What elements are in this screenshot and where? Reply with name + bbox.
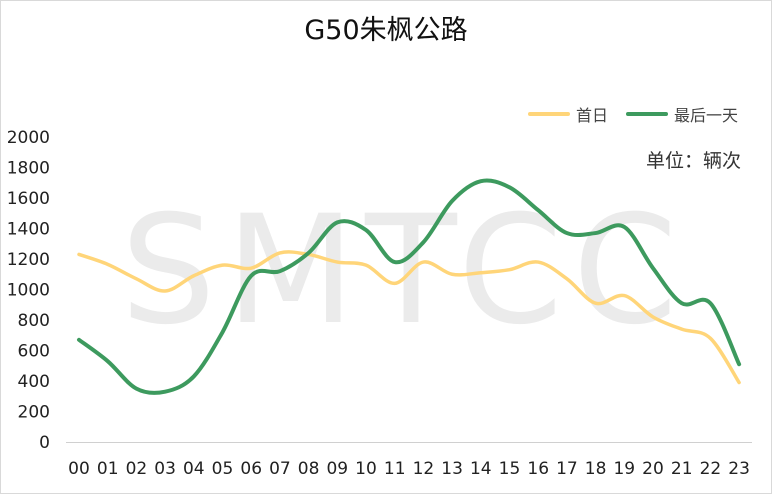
x-tick-label: 23	[728, 459, 750, 479]
x-tick-label: 20	[642, 459, 664, 479]
series-line-first-day	[77, 250, 741, 385]
x-tick-label: 01	[97, 459, 119, 479]
x-tick-label: 21	[671, 459, 693, 479]
y-tick-label: 1400	[7, 220, 50, 240]
y-tick-label: 1000	[7, 281, 50, 301]
legend-swatch-last-day	[626, 112, 668, 116]
x-tick-label: 11	[384, 459, 406, 479]
x-tick-label: 14	[470, 459, 492, 479]
watermark: SMTCC	[121, 184, 688, 358]
x-tick-label: 00	[68, 459, 90, 479]
y-tick-label: 800	[18, 311, 50, 331]
x-tick-label: 03	[154, 459, 176, 479]
x-tick-label: 12	[413, 459, 435, 479]
x-tick-label: 07	[269, 459, 291, 479]
legend-swatch-first-day	[528, 112, 570, 116]
series-line-last-day	[77, 178, 742, 395]
x-tick-label: 10	[355, 459, 377, 479]
x-tick-label: 09	[326, 459, 348, 479]
y-tick-label: 400	[18, 372, 50, 392]
legend-label-last-day: 最后一天	[674, 106, 739, 125]
unit-label: 单位：辆次	[646, 150, 742, 172]
x-tick-label: 06	[240, 459, 262, 479]
x-tick-label: 17	[556, 459, 578, 479]
y-tick-label: 600	[18, 342, 50, 362]
x-tick-label: 19	[613, 459, 635, 479]
y-tick-label: 0	[39, 433, 50, 453]
x-tick-label: 13	[441, 459, 463, 479]
x-tick-label: 08	[298, 459, 320, 479]
x-tick-label: 18	[585, 459, 607, 479]
y-tick-label: 1600	[7, 189, 50, 209]
chart-title: G50朱枫公路	[304, 15, 468, 46]
y-tick-label: 2000	[7, 128, 50, 148]
legend-label-first-day: 首日	[576, 106, 609, 125]
y-tick-label: 1800	[7, 159, 50, 179]
x-tick-label: 22	[700, 459, 722, 479]
x-tick-label: 05	[212, 459, 234, 479]
y-tick-label: 200	[18, 403, 50, 423]
x-tick-label: 15	[499, 459, 521, 479]
y-tick-label: 1200	[7, 250, 50, 270]
x-tick-label: 02	[126, 459, 148, 479]
x-tick-label: 04	[183, 459, 205, 479]
x-tick-label: 16	[527, 459, 549, 479]
